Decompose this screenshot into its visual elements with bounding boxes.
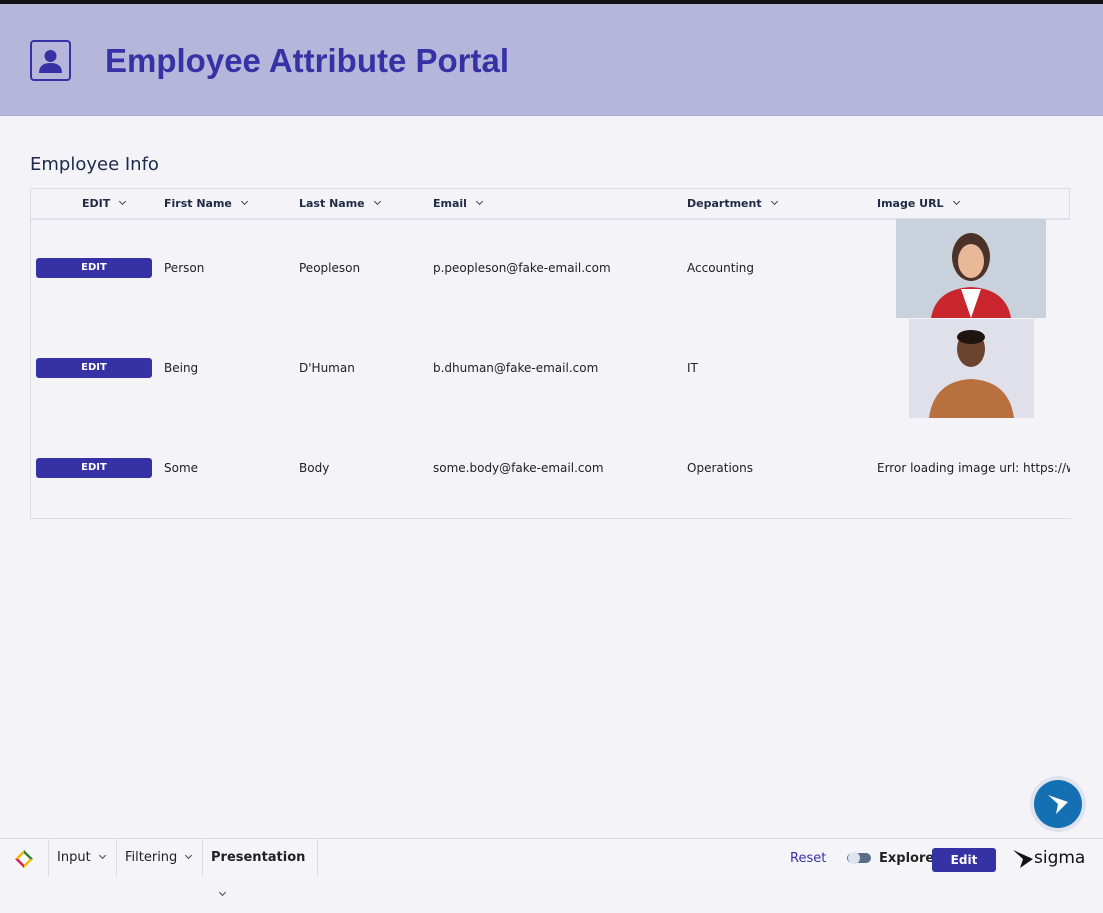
cell: Body xyxy=(299,461,330,475)
employee-photo xyxy=(896,219,1046,318)
cell: b.dhuman@fake-email.com xyxy=(433,361,599,375)
cell: Person xyxy=(164,261,205,275)
cell: Peopleson xyxy=(299,261,361,275)
employee-photo xyxy=(909,319,1034,418)
column-header[interactable]: EDIT xyxy=(82,197,125,210)
column-header[interactable]: Image URL xyxy=(877,197,959,210)
edit-button[interactable]: Edit xyxy=(932,848,996,872)
cell: Being xyxy=(164,361,199,375)
edit-button[interactable]: EDIT xyxy=(36,258,152,278)
tab[interactable]: Filtering xyxy=(117,839,203,876)
app-logo xyxy=(15,850,33,868)
table-header: EDIT First Name Last Name Email Department Im… xyxy=(31,189,1070,220)
tab[interactable]: Presentation xyxy=(203,839,318,876)
cell: Some xyxy=(164,461,199,475)
page: Employee Attribute Portal Employee Info … xyxy=(0,0,1103,875)
column-header[interactable]: First Name xyxy=(164,197,247,210)
brand-name: sigma xyxy=(1034,848,1086,868)
explore-label: Explore xyxy=(879,851,935,866)
footer: Input Filtering Presentation Reset Explore… xyxy=(0,838,1103,876)
tab[interactable]: Input xyxy=(49,839,117,876)
top-bar xyxy=(0,0,1103,4)
page-title: Employee Attribute Portal xyxy=(105,42,510,79)
table: EDIT First Name Last Name Email Department Im… xyxy=(30,188,1071,519)
column-header[interactable]: Email xyxy=(433,197,482,210)
column-header[interactable]: Department xyxy=(687,197,777,210)
help-button[interactable] xyxy=(1029,775,1087,833)
cell: p.peopleson@fake-email.com xyxy=(433,261,611,275)
brand-logo xyxy=(1013,850,1033,868)
column-header[interactable]: Last Name xyxy=(299,197,380,210)
portal-icon xyxy=(30,40,71,81)
cell: some.body@fake-email.com xyxy=(433,461,604,475)
edit-button[interactable]: EDIT xyxy=(36,358,152,378)
header: Employee Attribute Portal xyxy=(0,4,1103,116)
table-title: Employee Info xyxy=(30,154,159,175)
cell: D'Human xyxy=(299,361,355,375)
cell: Accounting xyxy=(687,261,755,275)
edit-button[interactable]: EDIT xyxy=(36,458,152,478)
cell: IT xyxy=(687,361,698,375)
image-error: Error loading image url: https://www xyxy=(877,461,1070,475)
reset-button[interactable]: Reset xyxy=(790,851,827,866)
explore-toggle[interactable] xyxy=(846,851,872,865)
cell: Operations xyxy=(687,461,753,475)
